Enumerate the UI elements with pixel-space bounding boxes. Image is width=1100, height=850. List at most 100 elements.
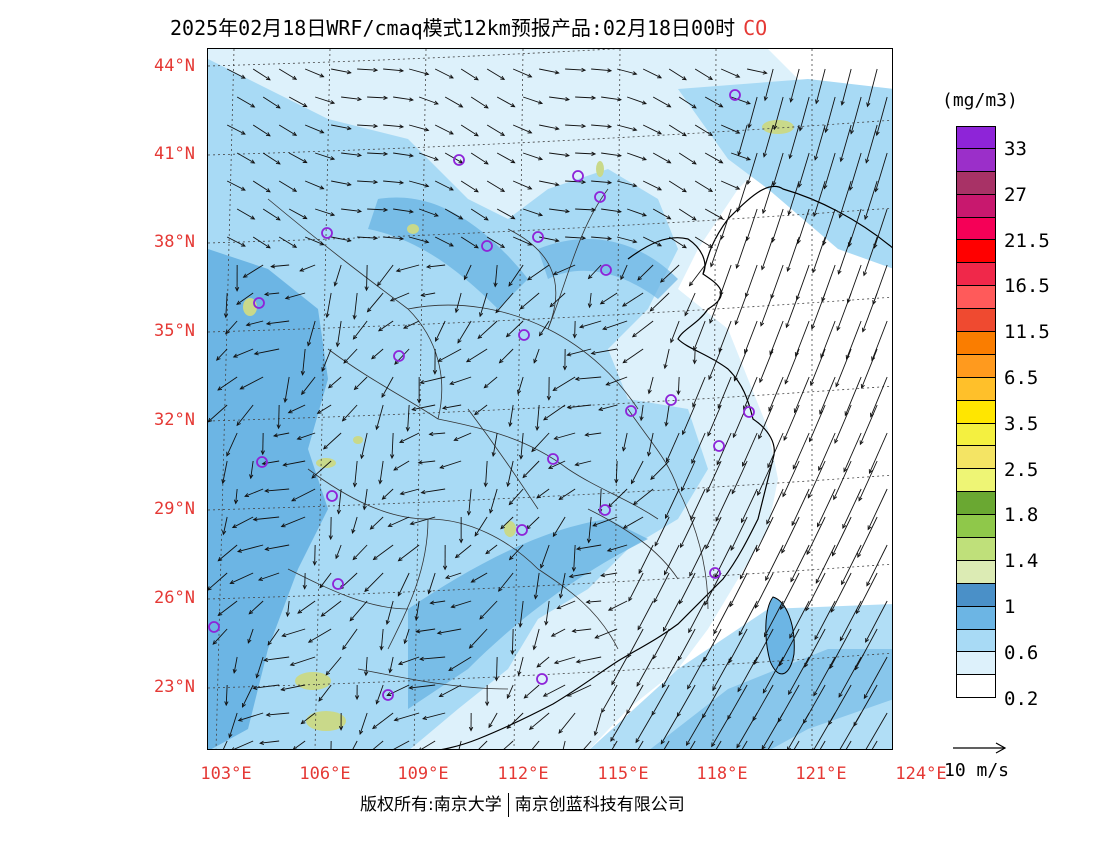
wind-arrow [265, 712, 290, 717]
wind-arrow [278, 180, 298, 192]
wind-arrow [642, 68, 663, 79]
wind-arrow [583, 740, 592, 749]
wind-arrow [389, 432, 395, 460]
wind-arrow [531, 432, 550, 453]
wind-arrow [208, 404, 228, 423]
wind-arrow [252, 180, 271, 193]
legend-label: 6.5 [1004, 366, 1039, 389]
legend-label: 2.5 [1004, 458, 1039, 481]
wind-arrow [715, 740, 722, 749]
wind-arrow [585, 599, 602, 605]
wind-arrow [483, 460, 488, 488]
wind-arrow [558, 572, 566, 599]
wind-arrow [357, 235, 379, 241]
legend-label: 11.5 [1004, 321, 1050, 344]
wind-arrow [399, 432, 420, 443]
wind-arrow [868, 432, 888, 475]
wind-arrow [688, 600, 706, 634]
wind-arrow [236, 96, 256, 108]
wind-arrow [319, 572, 332, 589]
wind-arrow [428, 431, 446, 437]
map-canvas[interactable] [208, 49, 893, 750]
wind-arrow [834, 404, 852, 444]
province-border [267, 198, 443, 420]
wind-arrow [843, 432, 862, 473]
legend-swatch [956, 332, 996, 355]
wind-arrow [486, 124, 506, 136]
legend-label: 33 [1004, 137, 1027, 160]
wind-arrow [289, 656, 316, 667]
map-panel[interactable] [207, 48, 893, 750]
wind-arrow [628, 572, 644, 602]
title-text: 2025年02月18日WRF/cmaq模式12km预报产品:02月18日00时 [170, 16, 736, 40]
wind-arrow [528, 712, 550, 730]
legend-swatch [956, 652, 996, 676]
wind-arrow [687, 656, 706, 690]
wind-arrow [444, 96, 464, 108]
circle-marker-icon [547, 453, 559, 465]
wind-arrow [664, 488, 680, 520]
wind-arrow [393, 460, 410, 471]
wind-arrow [364, 264, 369, 292]
wind-arrow [405, 404, 410, 432]
wind-arrow [783, 404, 800, 441]
wind-arrow [814, 600, 836, 641]
wind-arrow [773, 96, 784, 131]
wind-arrow [226, 180, 246, 191]
land-high-concentration [208, 249, 328, 749]
lon-label-121: 121°E [795, 764, 847, 784]
wind-arrow [307, 320, 316, 347]
wind-arrow [594, 628, 618, 639]
wind-arrow [399, 488, 420, 496]
legend-swatch [956, 217, 996, 241]
wind-arrow [409, 68, 430, 76]
wind-arrow [841, 544, 862, 586]
wind-arrow [226, 124, 246, 135]
wind-arrow [835, 348, 852, 388]
wind-arrow [432, 348, 438, 375]
legend-swatch [956, 606, 996, 630]
wind-arrow [278, 236, 298, 248]
wind-arrow [601, 152, 622, 158]
wind-arrow [820, 320, 836, 359]
wind-arrow [302, 572, 307, 590]
wind-arrow [690, 488, 706, 521]
wind-arrow [550, 628, 566, 637]
wind-arrow [812, 236, 826, 274]
wind-arrow [549, 152, 570, 158]
wind-arrow [517, 656, 524, 676]
wind-arrow [414, 600, 420, 621]
wind-arrow [786, 236, 800, 272]
wind-arrow [767, 740, 774, 749]
wind-arrow [864, 180, 878, 221]
hotspot [316, 458, 336, 468]
wind-arrow [512, 180, 533, 190]
circle-marker-icon [332, 578, 344, 590]
legend-swatch [956, 400, 996, 424]
wind-arrow [248, 600, 264, 615]
wind-arrow [832, 516, 852, 557]
wind-arrow [512, 124, 533, 134]
wind-arrow [393, 152, 414, 158]
wind-arrow [272, 432, 290, 438]
arrow-right-icon [953, 742, 1007, 754]
wind-arrow [788, 656, 810, 696]
wind-arrow [236, 208, 256, 220]
wind-arrow [448, 656, 472, 672]
hotspot [407, 224, 419, 234]
wind-arrow [566, 684, 592, 697]
wind-arrow [639, 404, 644, 422]
wind-arrow [402, 320, 420, 329]
wind-arrow [237, 712, 264, 722]
wind-arrow [453, 432, 472, 441]
legend-label: 1.8 [1004, 504, 1039, 527]
land-mid-concentration [208, 59, 708, 749]
legend-label: 0.2 [1004, 687, 1039, 710]
wind-arrow [216, 348, 228, 361]
wind-arrow [711, 712, 732, 748]
wind-arrow [226, 68, 246, 79]
wind-arrow [208, 572, 228, 591]
wind-arrow [535, 404, 540, 432]
wind-arrow [444, 208, 464, 220]
wind-arrow [632, 488, 654, 506]
